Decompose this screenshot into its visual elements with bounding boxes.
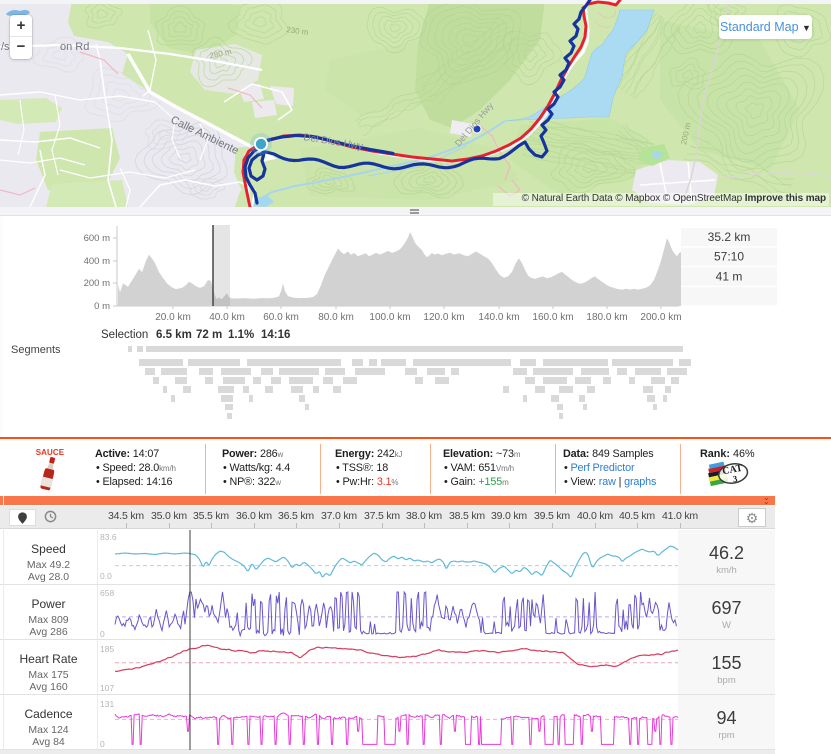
svg-text:on Rd: on Rd (60, 41, 89, 53)
svg-text:140.0 km: 140.0 km (478, 312, 519, 323)
svg-text:57:10: 57:10 (714, 250, 744, 264)
svg-text:Selection: Selection (101, 329, 148, 341)
svg-text:3: 3 (732, 473, 739, 484)
svg-text:200.0 km: 200.0 km (640, 312, 681, 323)
svg-text:230 m: 230 m (286, 25, 310, 37)
svg-text:40.0 km: 40.0 km (209, 312, 245, 323)
svg-text:200 m: 200 m (84, 278, 110, 289)
svg-text:1.1%: 1.1% (228, 329, 254, 341)
svg-text:80.0 km: 80.0 km (318, 312, 354, 323)
svg-text:14:16: 14:16 (261, 329, 290, 341)
svg-text:60.0 km: 60.0 km (263, 312, 299, 323)
svg-text:35.2 km: 35.2 km (708, 230, 751, 244)
svg-text:160.0 km: 160.0 km (532, 312, 573, 323)
svg-text:600 m: 600 m (84, 233, 110, 244)
svg-text:400 m: 400 m (84, 256, 110, 267)
svg-text:6.5 km: 6.5 km (156, 329, 192, 341)
svg-text:100.0 km: 100.0 km (369, 312, 410, 323)
svg-text:20.0 km: 20.0 km (155, 312, 191, 323)
svg-text:72 m: 72 m (196, 329, 222, 341)
svg-text:Segments: Segments (11, 344, 61, 356)
svg-text:0 m: 0 m (94, 301, 110, 312)
svg-text:41 m: 41 m (716, 269, 743, 283)
svg-text:CAT: CAT (721, 463, 743, 477)
svg-text:180.0 km: 180.0 km (586, 312, 627, 323)
svg-text:120.0 km: 120.0 km (423, 312, 464, 323)
